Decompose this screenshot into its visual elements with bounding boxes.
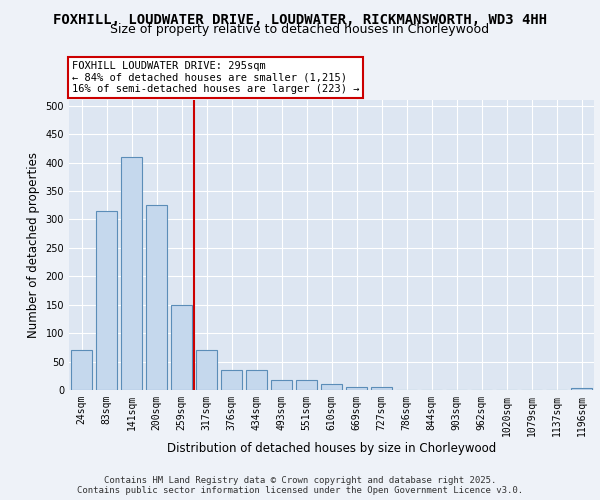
Bar [571,388,592,390]
Bar [246,370,267,390]
Bar [121,157,142,390]
Y-axis label: Number of detached properties: Number of detached properties [27,152,40,338]
Bar [146,205,167,390]
Bar [296,380,317,390]
Bar [196,350,217,390]
Bar [96,211,117,390]
Bar [271,380,292,390]
Bar [371,387,392,390]
Text: Size of property relative to detached houses in Chorleywood: Size of property relative to detached ho… [110,24,490,36]
Text: FOXHILL LOUDWATER DRIVE: 295sqm
← 84% of detached houses are smaller (1,215)
16%: FOXHILL LOUDWATER DRIVE: 295sqm ← 84% of… [71,61,359,94]
Bar [71,350,92,390]
Bar [221,370,242,390]
Bar [346,387,367,390]
Text: FOXHILL, LOUDWATER DRIVE, LOUDWATER, RICKMANSWORTH, WD3 4HH: FOXHILL, LOUDWATER DRIVE, LOUDWATER, RIC… [53,12,547,26]
Bar [171,304,192,390]
Bar [321,384,342,390]
X-axis label: Distribution of detached houses by size in Chorleywood: Distribution of detached houses by size … [167,442,496,454]
Text: Contains HM Land Registry data © Crown copyright and database right 2025.
Contai: Contains HM Land Registry data © Crown c… [77,476,523,495]
